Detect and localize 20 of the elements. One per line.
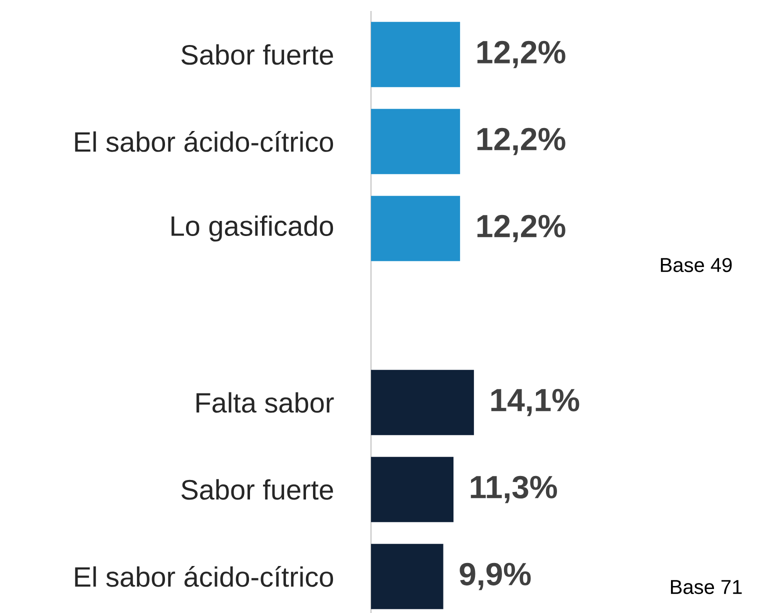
data-label: 12,2% [477, 128, 566, 156]
y-tick-label: El sabor ácido-cítrico [75, 131, 334, 152]
bar [371, 196, 460, 262]
data-label: 12,2% [477, 40, 566, 68]
data-label: 9,9% [460, 562, 531, 590]
bar [371, 108, 460, 174]
y-tick-label: Sabor fuerte [181, 479, 334, 500]
text: Base 71 [670, 580, 742, 594]
data-label: 12,2% [477, 214, 566, 242]
bar [371, 370, 474, 436]
bar [371, 456, 454, 522]
data-label: 11,3% [470, 476, 557, 504]
y-tick-label: Lo gasificado [172, 215, 334, 242]
y-tick-label: El sabor ácido-cítrico [75, 566, 334, 587]
data-label: 14,1% [491, 388, 580, 416]
bar [371, 22, 460, 88]
bar [371, 544, 444, 610]
y-tick-label: Falta sabor [196, 392, 334, 413]
y-tick-label: Sabor fuerte [181, 44, 334, 65]
text: Base 49 [660, 258, 732, 272]
